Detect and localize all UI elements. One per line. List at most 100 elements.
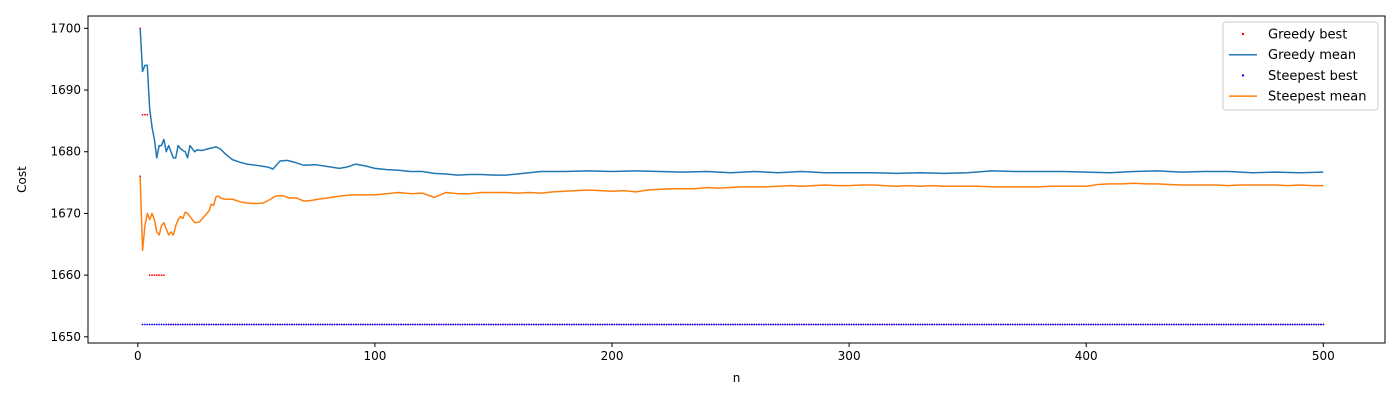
data-point [291,323,293,326]
data-point [438,323,440,326]
data-point [613,323,616,326]
data-point [822,323,824,326]
data-point [459,323,462,326]
data-point [1258,323,1261,326]
data-point [594,323,597,326]
data-point [1130,323,1133,326]
data-point [625,323,628,326]
data-point [566,323,568,326]
legend-entry: Steepest best [1241,69,1358,84]
data-point [1182,323,1185,326]
data-point [779,323,782,326]
data-point [1042,323,1045,326]
data-point [1016,323,1019,326]
data-point [1059,323,1062,326]
data-point [1260,323,1263,326]
data-point [765,323,768,326]
data-point [964,323,967,326]
data-point [829,323,832,326]
data-point [523,323,526,326]
data-point [784,323,787,326]
data-point [392,323,395,326]
data-point [1211,323,1213,326]
data-point [879,323,881,326]
data-point [1056,323,1059,326]
data-point [649,323,651,326]
data-point [478,323,481,326]
data-point [162,274,165,277]
data-point [305,323,308,326]
data-point [146,113,149,116]
data-point [253,323,255,326]
data-point [423,323,426,326]
series-line-steepest-mean [139,176,1324,252]
data-point [506,323,509,326]
data-point [1023,323,1026,326]
data-point [264,323,267,326]
data-point [1073,323,1076,326]
data-point [599,323,602,326]
data-point [909,323,912,326]
data-point [494,323,497,326]
data-point [722,323,725,326]
data-point [170,323,172,326]
data-point [1234,323,1237,326]
data-point [549,323,552,326]
data-point [1040,323,1043,326]
data-point [521,323,523,326]
data-point [203,323,206,326]
data-point [208,323,210,326]
data-point [179,323,182,326]
data-point [1184,323,1187,326]
data-point [414,323,417,326]
data-point [193,323,196,326]
data-point [167,323,170,326]
data-point [338,323,341,326]
data-point [435,323,438,326]
data-point [196,323,198,326]
data-point [931,323,934,326]
data-point [1125,323,1128,326]
data-point [238,323,241,326]
data-point [205,323,208,326]
data-point [234,323,236,326]
data-point [1173,323,1175,326]
data-point [748,323,751,326]
data-point [874,323,877,326]
data-point [604,323,606,326]
data-point [241,323,244,326]
data-point [573,323,575,326]
data-point [295,323,298,326]
data-point [807,323,810,326]
data-point [1277,323,1280,326]
data-point [1201,323,1204,326]
data-point [959,323,962,326]
data-point [1213,323,1216,326]
data-point [357,323,360,326]
data-point [456,323,459,326]
data-point [651,323,654,326]
data-point [826,323,829,326]
data-point [563,323,566,326]
data-point [639,323,642,326]
data-point [1284,323,1287,326]
x-axis-label: n [733,371,741,385]
data-point [668,323,670,326]
data-point [852,323,855,326]
data-point [592,323,594,326]
data-point [1144,323,1147,326]
data-point [935,323,938,326]
data-point [260,323,262,326]
data-point [350,323,353,326]
data-point [736,323,739,326]
data-point [250,323,253,326]
data-point [281,323,284,326]
data-point [165,323,168,326]
data-point [916,323,919,326]
data-point [995,323,998,326]
data-point [518,323,521,326]
data-point [1322,323,1325,326]
data-point [1270,323,1273,326]
data-point [269,323,272,326]
